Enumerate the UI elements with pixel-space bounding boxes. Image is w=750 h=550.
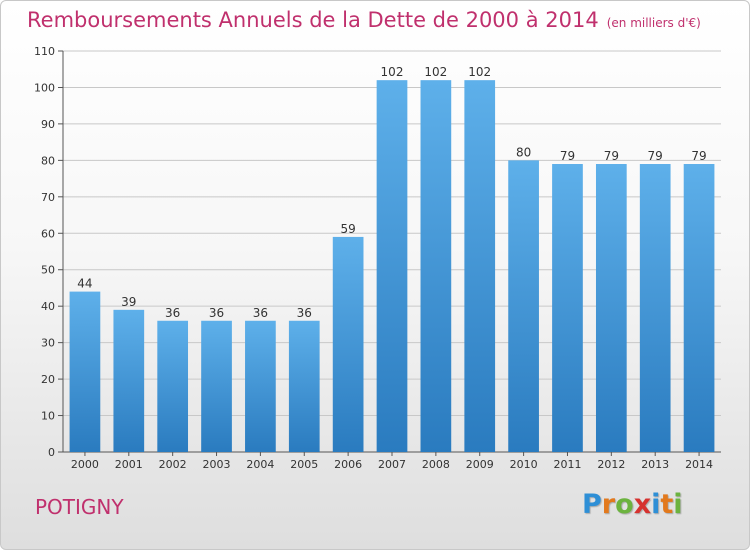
data-label: 36 [297,306,312,320]
logo-letter: P [582,489,602,520]
bar [245,320,276,452]
bar [683,164,715,452]
x-tick-label: 2013 [641,458,669,471]
y-tick-label: 100 [34,81,55,94]
chart-title: Remboursements Annuels de la Dette de 20… [27,8,701,32]
x-tick-label: 2000 [71,458,99,471]
y-tick-label: 80 [41,154,55,167]
x-tick-label: 2014 [685,458,713,471]
bar [201,320,232,452]
x-tick-label: 2001 [115,458,143,471]
y-tick-label: 40 [41,300,55,313]
bar [69,291,101,452]
y-tick-label: 90 [41,118,55,131]
y-tick-label: 0 [48,446,55,459]
data-label: 102 [424,65,447,79]
unit-note: (en milliers d'€) [606,16,701,30]
logo-letter: i [651,489,661,520]
bar [157,320,189,452]
x-tick-label: 2010 [510,458,538,471]
data-label: 80 [516,145,531,159]
data-label: 36 [253,306,268,320]
bar [552,164,583,452]
y-tick-label: 30 [41,337,55,350]
data-label: 79 [604,149,619,163]
bar [464,80,496,452]
data-label: 36 [209,306,224,320]
x-tick-label: 2006 [334,458,362,471]
bar [508,160,539,452]
logo-letter: r [601,489,616,520]
x-tick-label: 2002 [159,458,187,471]
logo-letter: t [660,489,674,520]
bar [595,164,627,452]
data-label: 102 [381,65,404,79]
y-tick-label: 20 [41,373,55,386]
logo-letter: x [633,489,652,520]
data-label: 102 [468,65,491,79]
logo-letter: i [673,489,683,520]
y-tick-label: 70 [41,191,55,204]
y-tick-label: 10 [41,410,55,423]
bar [332,236,364,452]
y-tick-label: 60 [41,227,55,240]
x-tick-label: 2005 [290,458,318,471]
x-tick-label: 2004 [246,458,274,471]
x-tick-label: 2008 [422,458,450,471]
x-tick-label: 2012 [597,458,625,471]
data-label: 59 [340,222,355,236]
x-tick-label: 2009 [466,458,494,471]
x-tick-label: 2003 [203,458,231,471]
x-tick-label: 2007 [378,458,406,471]
data-label: 39 [121,295,136,309]
bar [639,164,671,452]
bar [420,80,452,452]
y-tick-label: 50 [41,264,55,277]
proxiti-logo[interactable]: Proxiti [582,489,683,520]
commune-name: POTIGNY [35,495,124,519]
data-label: 79 [648,149,663,163]
y-tick-label: 110 [34,45,55,58]
bar [113,309,145,452]
data-label: 79 [560,149,575,163]
bar [376,80,408,452]
title-text: Remboursements Annuels de la Dette de 20… [27,8,599,32]
logo-letter: o [615,489,634,520]
data-label: 36 [165,306,180,320]
data-label: 44 [77,277,92,291]
x-tick-label: 2011 [553,458,581,471]
bar [288,320,320,452]
data-label: 79 [691,149,706,163]
